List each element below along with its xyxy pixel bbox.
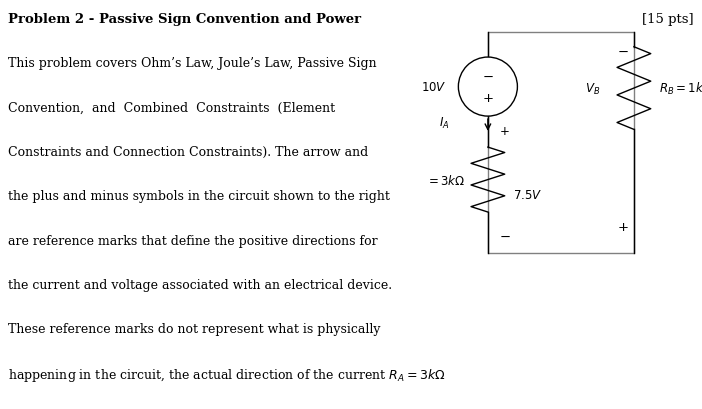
Text: $= 3k\Omega$: $= 3k\Omega$ xyxy=(426,173,465,187)
Text: $10V$: $10V$ xyxy=(421,81,447,94)
Text: $R_B = 1k\Omega$: $R_B = 1k\Omega$ xyxy=(659,81,702,97)
Text: Constraints and Connection Constraints). The arrow and: Constraints and Connection Constraints).… xyxy=(8,146,369,159)
Text: $I_A$: $I_A$ xyxy=(439,115,450,130)
Text: [15 pts]: [15 pts] xyxy=(642,13,694,26)
Text: $+$: $+$ xyxy=(482,92,494,105)
Ellipse shape xyxy=(458,58,517,117)
Text: happening in the circuit, the actual direction of the current $R_A = 3k\Omega$: happening in the circuit, the actual dir… xyxy=(8,366,446,383)
Text: the current and voltage associated with an electrical device.: the current and voltage associated with … xyxy=(8,278,392,291)
Text: Convention,  and  Combined  Constraints  (Element: Convention, and Combined Constraints (El… xyxy=(8,101,336,115)
Text: $-$: $-$ xyxy=(482,70,494,83)
Text: $7.5V$: $7.5V$ xyxy=(513,189,543,201)
Text: These reference marks do not represent what is physically: These reference marks do not represent w… xyxy=(8,322,381,335)
Bar xyxy=(488,33,634,254)
Text: This problem covers Ohm’s Law, Joule’s Law, Passive Sign: This problem covers Ohm’s Law, Joule’s L… xyxy=(8,57,377,70)
Text: $-$: $-$ xyxy=(617,45,628,58)
Text: are reference marks that define the positive directions for: are reference marks that define the posi… xyxy=(8,234,378,247)
Text: $+$: $+$ xyxy=(499,125,510,138)
Text: $+$: $+$ xyxy=(617,220,628,233)
Text: Problem 2 - Passive Sign Convention and Power: Problem 2 - Passive Sign Convention and … xyxy=(8,13,362,26)
Text: $-$: $-$ xyxy=(499,229,511,242)
Text: $V_B$: $V_B$ xyxy=(585,81,600,97)
Text: the plus and minus symbols in the circuit shown to the right: the plus and minus symbols in the circui… xyxy=(8,190,390,203)
